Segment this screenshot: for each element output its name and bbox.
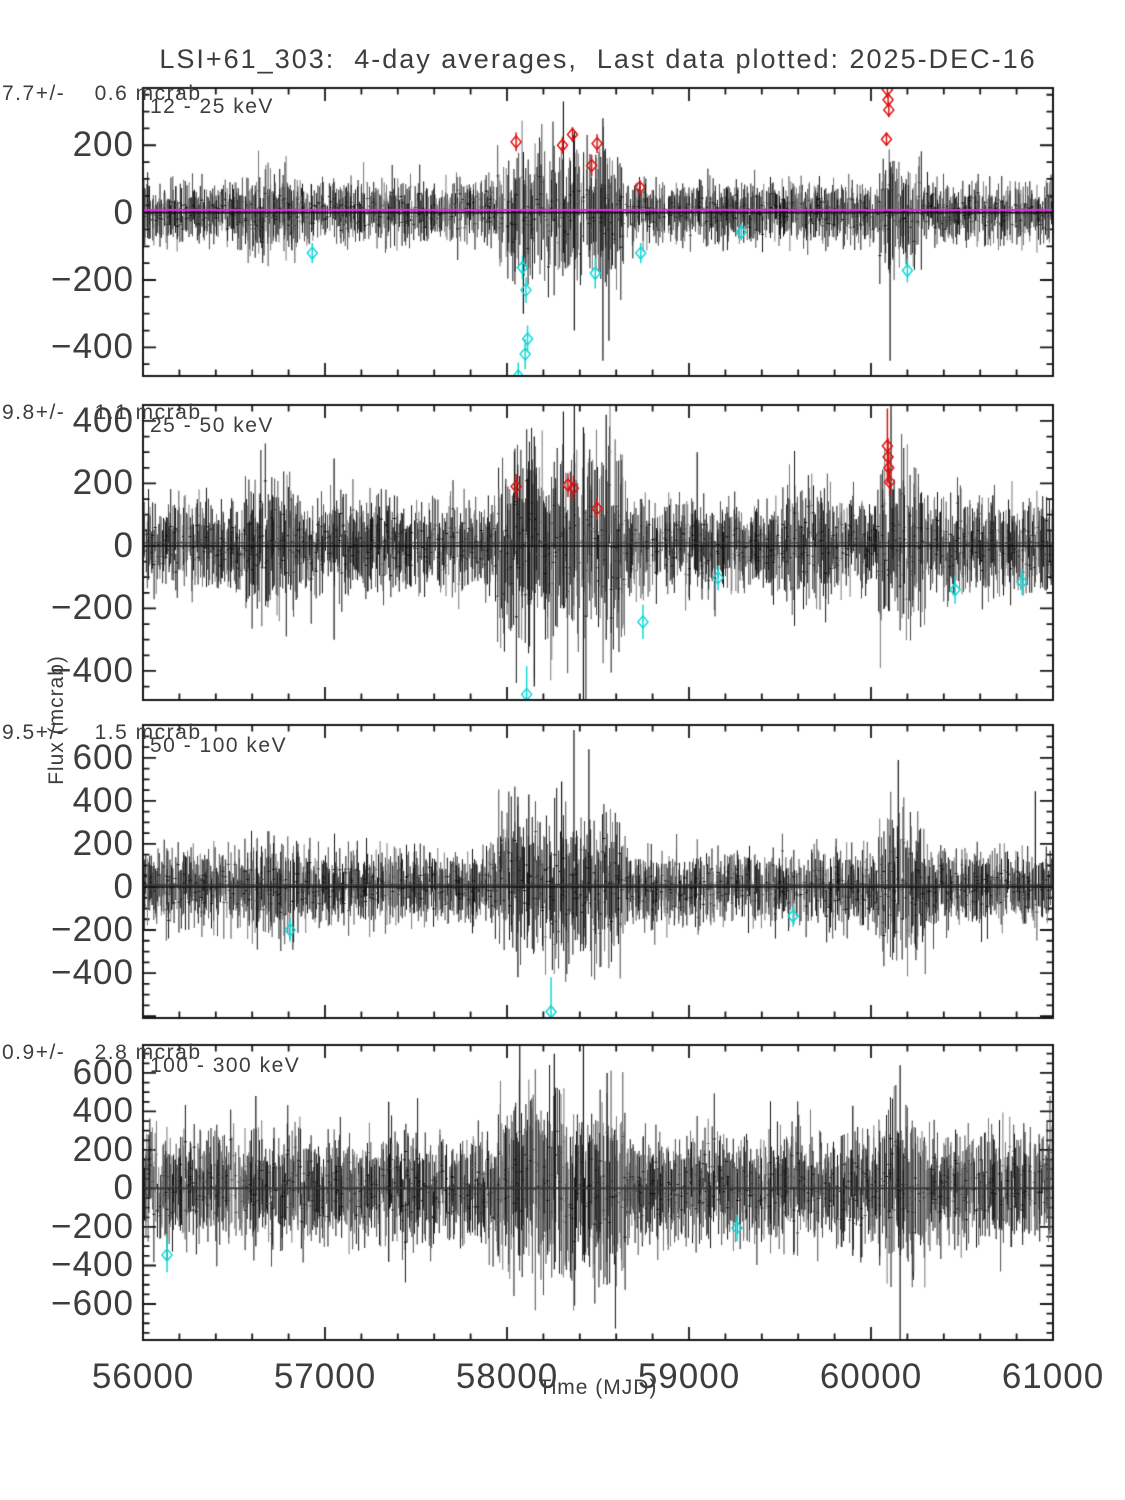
y-tick-label: 200	[72, 463, 134, 503]
y-tick-label: 0	[113, 866, 134, 906]
panel3-band-label: 50 - 100 keV	[150, 734, 288, 757]
y-tick-label: −200	[51, 910, 134, 949]
chart-title: LSI+61_303: 4-day averages, Last data pl…	[159, 44, 1037, 74]
panel1-stat-label: 7.7+/- 0.6 mcrab	[2, 82, 202, 105]
y-tick-label: 200	[72, 823, 134, 863]
x-tick-label: 56000	[91, 1357, 195, 1396]
y-tick-label: −600	[51, 1283, 134, 1323]
y-tick-label: 0	[113, 192, 134, 232]
panel1-band-label: 12 - 25 keV	[150, 95, 274, 118]
y-tick-label: −400	[51, 953, 134, 993]
y-tick-label: 400	[72, 400, 134, 440]
panel2-stat-label: 9.8+/- 1.1 mcrab	[2, 401, 202, 424]
x-axis-title: Time (MJD)	[538, 1376, 658, 1399]
y-tick-label: −200	[51, 260, 134, 299]
y-tick-label: 600	[72, 1052, 134, 1092]
x-tick-label: 58000	[455, 1357, 559, 1396]
y-tick-label: −200	[51, 588, 134, 628]
x-tick-label: 59000	[637, 1357, 741, 1396]
panel3-stat-label: 9.5+/- 1.5 mcrab	[2, 721, 202, 744]
y-tick-label: 200	[72, 125, 134, 165]
y-tick-label: −400	[51, 650, 134, 690]
panel2-band-label: 25 - 50 keV	[150, 414, 274, 437]
y-tick-label: 600	[72, 737, 134, 777]
y-tick-label: −400	[51, 1245, 134, 1285]
y-tick-label: 400	[72, 780, 134, 820]
panel4-stat-label: 0.9+/- 2.8 mcrab	[2, 1041, 202, 1064]
y-tick-label: −400	[51, 327, 134, 367]
x-tick-label: 57000	[273, 1357, 377, 1396]
y-tick-label: 200	[72, 1129, 134, 1169]
y-tick-label: −200	[51, 1206, 134, 1246]
y-tick-label: 0	[113, 525, 134, 565]
x-tick-label: 60000	[819, 1357, 923, 1396]
x-tick-label: 61000	[1001, 1357, 1105, 1396]
y-tick-label: 0	[113, 1168, 134, 1208]
panel4-band-label: 100 - 300 keV	[150, 1054, 301, 1077]
y-tick-label: 400	[72, 1091, 134, 1131]
